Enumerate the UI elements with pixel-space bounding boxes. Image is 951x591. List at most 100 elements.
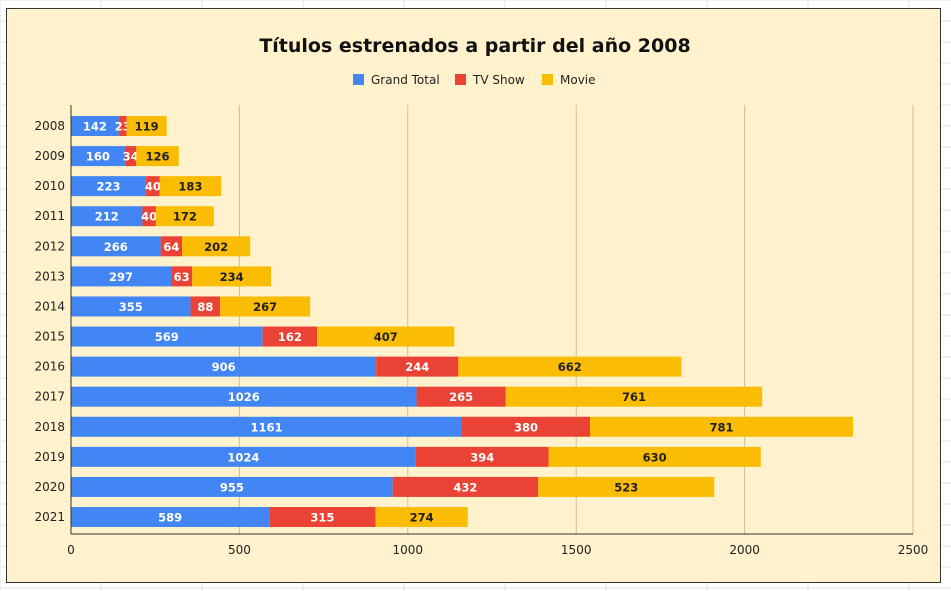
legend-item-movie: Movie	[542, 73, 596, 87]
legend-swatch	[353, 74, 364, 85]
bar-movie	[192, 266, 272, 287]
bar-movie	[590, 416, 854, 437]
bar-value-label: 212	[95, 210, 119, 224]
bar-value-label: 64	[163, 240, 179, 254]
y-tick-label: 2012	[34, 239, 65, 253]
legend-label: TV Show	[472, 73, 525, 87]
bar-value-label: 40	[141, 210, 157, 224]
y-tick-label: 2014	[34, 299, 65, 313]
bar-grand-total	[71, 176, 147, 197]
bar-value-label: 223	[97, 180, 121, 194]
x-tick-label: 1500	[561, 543, 592, 557]
y-tick-label: 2008	[34, 119, 65, 133]
bar-movie	[317, 326, 455, 347]
bar-movie	[136, 146, 179, 167]
y-tick-label: 2020	[34, 480, 65, 494]
bar-value-label: 244	[405, 360, 429, 374]
bar-movie	[220, 296, 311, 317]
x-tick-label: 1000	[393, 543, 424, 557]
bar-tv-show	[146, 176, 160, 197]
bar-value-label: 432	[453, 480, 477, 494]
y-tick-label: 2009	[34, 149, 65, 163]
legend-label: Movie	[560, 73, 596, 87]
x-tick-label: 2000	[729, 543, 760, 557]
legend-item-tv-show: TV Show	[455, 73, 525, 87]
bar-tv-show	[124, 146, 137, 167]
bar-tv-show	[118, 116, 127, 136]
bar-grand-total	[71, 356, 377, 377]
bar-grand-total	[71, 206, 143, 227]
bar-movie	[548, 446, 761, 467]
bar-value-label: 172	[173, 210, 197, 224]
bar-tv-show	[262, 326, 318, 347]
y-axis-ticks: 2008 2009 2010 2011 2012 2013 2014 2015 2016 2017…	[34, 119, 65, 524]
bar-value-label: 1161	[251, 420, 283, 434]
gridlines	[238, 105, 914, 534]
bar-movie	[182, 236, 251, 257]
bar-value-label: 394	[470, 450, 494, 464]
bar-tv-show	[376, 356, 459, 377]
bar-value-label: 569	[155, 330, 179, 344]
bar-value-label: 162	[278, 330, 302, 344]
bar-movie	[505, 386, 763, 407]
bar-value-label: 355	[119, 300, 143, 314]
bar-value-label: 297	[109, 270, 133, 284]
bar-value-label: 126	[146, 150, 170, 164]
bar-value-label: 407	[374, 330, 398, 344]
bar-grand-total	[71, 416, 463, 437]
bar-grand-total	[71, 236, 161, 257]
legend-item-grand-total: Grand Total	[353, 73, 440, 87]
y-tick-label: 2013	[34, 269, 65, 283]
bar-value-label: 761	[622, 390, 646, 404]
bar-tv-show	[392, 476, 539, 497]
bar-movie	[159, 176, 222, 197]
y-tick-label: 2011	[34, 209, 65, 223]
chart-container[interactable]: Títulos estrenados a partir del año 2008…	[6, 8, 941, 583]
y-tick-label: 2010	[34, 179, 65, 193]
bar-value-label: 160	[86, 150, 110, 164]
bar-value-label: 315	[310, 511, 334, 525]
bar-tv-show	[416, 386, 506, 407]
x-tick-label: 2500	[898, 543, 929, 557]
y-tick-label: 2015	[34, 330, 65, 344]
bar-value-label: 34	[123, 150, 139, 164]
bar-grand-total	[71, 386, 417, 407]
y-tick-label: 2018	[34, 420, 65, 434]
bar-value-label: 781	[710, 420, 734, 434]
bar-value-label: 906	[212, 360, 236, 374]
bar-grand-total	[71, 146, 125, 167]
bar-tv-show	[415, 446, 549, 467]
bar-value-label: 88	[197, 300, 213, 314]
bar-movie	[538, 476, 715, 497]
x-tick-label: 0	[67, 543, 75, 557]
bar-movie	[458, 356, 682, 377]
bar-value-label: 630	[643, 450, 667, 464]
bar-grand-total	[71, 326, 263, 347]
bar-value-label: 63	[174, 270, 190, 284]
x-tick-label: 500	[228, 543, 251, 557]
y-tick-label: 2017	[34, 390, 65, 404]
bar-value-label: 380	[514, 420, 538, 434]
bar-grand-total	[71, 507, 270, 527]
chart-legend: Grand Total TV Show Movie	[353, 73, 596, 87]
x-axis-ticks: 0 500 1000 1500 2000 2500	[67, 543, 928, 557]
bar-value-label: 119	[135, 120, 159, 134]
bar-value-label: 1024	[227, 450, 259, 464]
bar-grand-total	[71, 266, 172, 287]
bar-grand-total	[71, 116, 119, 136]
bar-grand-total	[71, 296, 191, 317]
bar-tv-show	[160, 236, 183, 257]
y-tick-label: 2021	[34, 510, 65, 524]
bar-value-label: 523	[614, 480, 638, 494]
bar-movie	[155, 206, 214, 227]
legend-label: Grand Total	[371, 73, 440, 87]
bar-tv-show	[269, 507, 376, 527]
legend-swatch	[542, 74, 553, 85]
bar-tv-show	[142, 206, 156, 227]
bar-value-label: 274	[410, 511, 434, 525]
bar-movie	[375, 507, 468, 527]
bar-movie	[126, 116, 167, 136]
bar-tv-show	[171, 266, 193, 287]
bar-value-label: 662	[558, 360, 582, 374]
